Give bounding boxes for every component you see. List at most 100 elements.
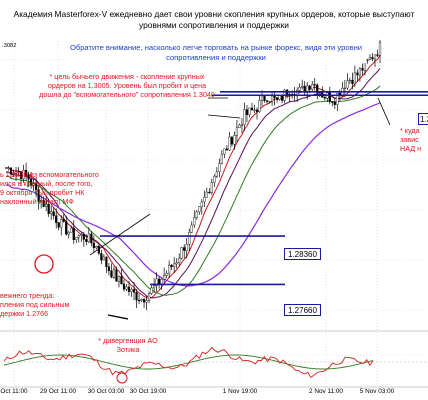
candle-body (230, 136, 234, 145)
candle-body (147, 293, 151, 301)
candle-body (170, 264, 173, 268)
candle-body (60, 219, 63, 228)
candle-body (368, 57, 372, 60)
chart-title: Академия Masterforex-V ежедневно дает св… (0, 0, 428, 30)
level-label-1: 1.28360 (284, 248, 321, 260)
candle-body (210, 182, 213, 193)
candle-body (100, 253, 103, 261)
candle-body (35, 183, 38, 190)
candle-body (32, 183, 35, 186)
candle-body (22, 170, 25, 179)
candle-body (30, 178, 33, 186)
candle-body (238, 124, 241, 129)
candle-body (318, 92, 321, 94)
candle-body (95, 246, 98, 249)
candle-body (45, 203, 48, 207)
candle-body (140, 299, 143, 301)
candle-body (90, 233, 93, 244)
x-tick-label: Oct 11:00 (0, 388, 28, 395)
candle-body (188, 232, 191, 245)
candle-body (168, 264, 171, 274)
note-left-upper: ь 1.2836 из вспомогательного ился в круп… (0, 170, 99, 206)
candle-body (235, 127, 239, 136)
candle-body (12, 173, 15, 175)
candle-body (376, 54, 379, 56)
candle-body (62, 219, 65, 222)
candle-body (253, 109, 256, 111)
ma-slow-line (6, 102, 381, 287)
x-tick-label: 2 Nov 11:00 (309, 388, 343, 395)
candle-body (183, 247, 186, 251)
candle-body (80, 234, 83, 236)
candle-body (102, 256, 105, 261)
candle-body (17, 171, 20, 173)
candle-body (218, 163, 221, 173)
candle-body (137, 299, 141, 302)
candle-body (298, 87, 301, 91)
candle-body (323, 97, 326, 99)
candle-body (250, 107, 254, 111)
arrow-line (377, 97, 391, 126)
candle-body (125, 286, 128, 290)
level-lines (100, 90, 428, 286)
candle-body (358, 68, 362, 76)
highlight-circle (116, 372, 128, 384)
candle-body (331, 101, 334, 103)
candle-body (52, 211, 55, 216)
candle-body (145, 300, 148, 303)
note-right: * куда завис НАД н (400, 126, 422, 153)
candle-body (346, 80, 349, 89)
x-tick-label: 30 Oct 19:00 (129, 388, 167, 395)
candle-body (142, 299, 146, 303)
candle-body (135, 291, 138, 301)
candle-body (72, 227, 75, 240)
candle-body (70, 227, 73, 233)
candle-body (336, 92, 339, 105)
candle-body (180, 247, 183, 259)
candle-body (130, 289, 133, 292)
candle-body (200, 201, 203, 207)
candle-body (311, 84, 314, 90)
candle-body (47, 203, 50, 214)
candle-body (263, 95, 266, 101)
candle-body (301, 85, 304, 88)
candle-body (92, 242, 95, 249)
candle-body (361, 68, 364, 71)
candle-body (85, 239, 88, 242)
oscillator-panel (0, 330, 428, 388)
annotations (34, 97, 391, 320)
candle-body (67, 232, 70, 235)
candle-body (265, 100, 269, 102)
candle-body (273, 95, 276, 98)
candle-body (75, 237, 78, 240)
candle-body (117, 276, 121, 282)
candle-body (107, 266, 111, 272)
candle-body (255, 109, 259, 112)
candle-body (258, 100, 261, 112)
candle-body (7, 167, 10, 169)
candle-body (40, 200, 43, 202)
ma-mid-line (5, 68, 381, 299)
candle-body (195, 211, 198, 218)
candle-body (105, 256, 108, 267)
candle-body (14, 171, 18, 174)
candle-body (316, 84, 319, 94)
candle-body (220, 153, 223, 164)
candle-body (275, 97, 279, 100)
candle-body (160, 279, 163, 284)
price-scale-label: .3082 (2, 43, 17, 49)
candle-body (50, 211, 53, 214)
plot-background (0, 38, 428, 388)
oscillator-main-line (3, 347, 374, 379)
candle-body (127, 286, 131, 292)
candle-body (260, 95, 264, 101)
level-label-2: 1.27660 (284, 304, 321, 316)
candle-body (233, 135, 236, 145)
candle-body (178, 258, 181, 263)
candle-body (240, 124, 244, 126)
note-target: * цель бычьего движения - скопление круп… (39, 72, 215, 99)
ma-green-line (6, 85, 381, 296)
arrow-line (89, 213, 151, 256)
candle-body (19, 171, 23, 179)
